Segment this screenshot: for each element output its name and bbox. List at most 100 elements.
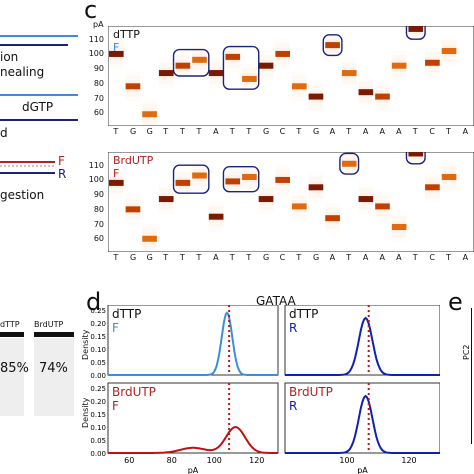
heat-smear (175, 172, 191, 177)
heat-smear (142, 103, 157, 108)
heat-smear (176, 77, 191, 81)
heat-smear (292, 200, 307, 204)
heat-smear (258, 59, 274, 64)
base-label: T (163, 253, 169, 262)
heat-smear (175, 189, 191, 194)
heat-smear (176, 50, 191, 54)
y-label-density-bottom: Density (81, 397, 90, 428)
heat-smear (391, 59, 407, 64)
heat-smear (308, 103, 324, 108)
base-label: C (279, 127, 286, 136)
cell-strand-label: R (289, 399, 297, 413)
heat-smear (109, 189, 124, 194)
base-label: G (146, 127, 153, 136)
heat-smear (208, 75, 224, 80)
heat-smear (341, 62, 357, 67)
heat-smear (242, 64, 257, 68)
heat-smear (325, 211, 340, 216)
base-label: T (229, 127, 235, 136)
base-label: C (429, 127, 435, 136)
heat-smear (242, 68, 257, 73)
heat-peak (109, 50, 124, 57)
heat-smear (126, 98, 141, 102)
heat-smear (125, 88, 141, 93)
heat-smear (341, 66, 357, 71)
cell-strand-label: R (289, 321, 297, 335)
heat-smear (159, 184, 174, 188)
heat-smear (275, 60, 290, 65)
heat-smear (358, 205, 374, 210)
density-y-tick: 0.10 (90, 424, 106, 432)
heat-smear (125, 79, 141, 84)
heat-peak (358, 89, 374, 96)
heat-smear (158, 205, 174, 210)
highlight-box (339, 152, 360, 175)
y-label-density-top: Density (81, 329, 90, 360)
base-label: A (379, 127, 385, 136)
heat-smear (325, 203, 340, 207)
heat-smear (225, 193, 240, 197)
heat-smear (242, 90, 257, 94)
base-label: G (312, 127, 320, 136)
heat-smear (208, 223, 224, 228)
base-label: T (246, 253, 252, 262)
heat-peak (208, 213, 224, 220)
heat-smear (158, 62, 174, 67)
heat-smear (292, 79, 307, 84)
heat-smear (142, 245, 157, 250)
base-label: A (329, 127, 336, 136)
base-label: T (296, 253, 302, 262)
heat-smear (175, 185, 191, 190)
heat-smear (441, 179, 457, 184)
heat-smear (225, 68, 240, 72)
cell-strand-label: F (112, 321, 119, 335)
heat-smear (425, 176, 440, 181)
heat-smear (425, 51, 440, 56)
heat-smear (425, 65, 440, 70)
y-tick-label: 80 (93, 204, 104, 214)
heat-smear (242, 166, 257, 171)
heat-smear (425, 199, 440, 203)
y-unit-top: pA (93, 20, 104, 29)
heat-smear (441, 57, 457, 62)
heat-smear (292, 191, 307, 195)
heat-smear (275, 191, 290, 195)
density-y-tick: 0.25 (90, 385, 106, 393)
heat-smear (259, 50, 274, 54)
heat-smear (391, 216, 407, 221)
heatmap-bottom (108, 152, 474, 252)
heat-smear (375, 218, 390, 222)
heat-smear (391, 68, 407, 73)
heat-peak (292, 83, 307, 90)
heat-peak (441, 174, 457, 180)
heat-smear (242, 162, 257, 166)
base-label: T (229, 253, 235, 262)
heat-smear (208, 79, 224, 84)
heat-smear (242, 81, 257, 86)
heat-smear (225, 46, 241, 51)
heat-smear (391, 54, 407, 59)
heat-smear (259, 77, 274, 81)
heat-peak (225, 53, 241, 60)
heat-smear (192, 169, 207, 174)
density-y-tick: 0.20 (90, 320, 106, 328)
heat-smear (442, 62, 457, 66)
base-label: T (113, 127, 119, 136)
heat-peak (325, 42, 340, 49)
heat-smear (176, 168, 191, 172)
heat-smear (308, 180, 324, 185)
heat-smear (158, 79, 174, 84)
heat-smear (325, 34, 340, 39)
heat-smear (208, 210, 224, 215)
heat-smear (242, 72, 257, 77)
heat-smear (275, 182, 290, 187)
heat-smear (258, 201, 274, 206)
heat-smear (441, 40, 457, 45)
heat-smear (192, 66, 207, 71)
heat-smear (358, 192, 374, 197)
heat-smear (309, 108, 324, 112)
heat-smear (391, 233, 407, 238)
heat-smear (192, 160, 207, 164)
heat-smear (259, 210, 274, 214)
